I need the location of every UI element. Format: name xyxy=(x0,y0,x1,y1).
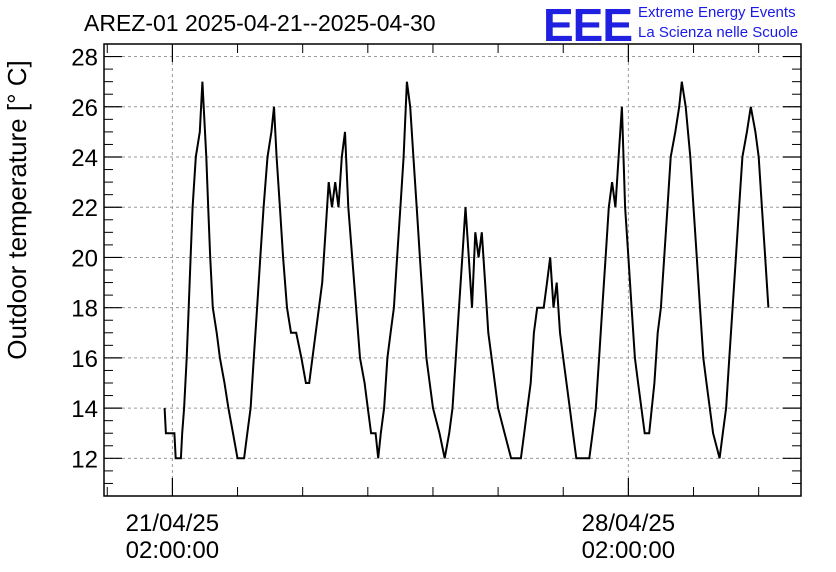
x-tick-label-date: 21/04/25 xyxy=(126,510,219,537)
y-tick-label: 14 xyxy=(71,396,98,423)
grid-layer xyxy=(104,44,801,496)
y-tick-label: 16 xyxy=(71,346,98,373)
logo-line-1: Extreme Energy Events xyxy=(638,4,796,21)
y-tick-label: 28 xyxy=(71,45,98,72)
y-axis-label: Outdoor temperature [° C] xyxy=(2,60,32,359)
plot-frame xyxy=(103,43,802,497)
x-tick-label-date: 28/04/25 xyxy=(582,510,675,537)
y-tick-label: 24 xyxy=(71,145,98,172)
logo-line-2: La Scienza nelle Scuole xyxy=(638,24,799,41)
y-tick-label: 20 xyxy=(71,245,98,272)
x-tick-label-time: 02:00:00 xyxy=(126,537,219,564)
temperature-series-line xyxy=(163,81,770,460)
y-tick-label: 26 xyxy=(71,95,98,122)
eee-logo: EEE xyxy=(543,0,633,51)
axis-layer: 12141618202224262821/04/2502:00:0028/04/… xyxy=(71,43,802,564)
chart-title: AREZ-01 2025-04-21--2025-04-30 xyxy=(84,10,436,36)
y-tick-label: 18 xyxy=(71,296,98,323)
series-layer xyxy=(163,81,770,460)
y-tick-label: 12 xyxy=(71,446,98,473)
x-tick-label-time: 02:00:00 xyxy=(582,537,675,564)
y-tick-label: 22 xyxy=(71,195,98,222)
